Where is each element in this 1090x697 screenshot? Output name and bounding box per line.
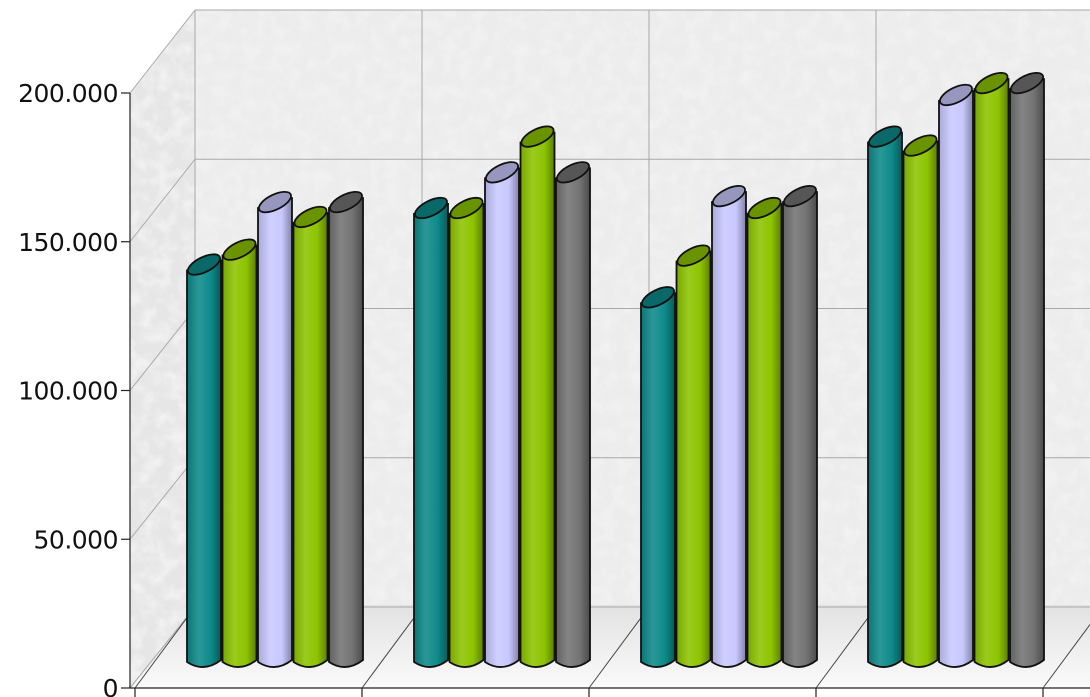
- bar-body-g1-s4: [292, 211, 329, 668]
- bars: [186, 71, 1045, 668]
- x-category-divider-2: [588, 606, 650, 689]
- bar-cap-g1-s2: [222, 238, 257, 261]
- bar-g4-s5: [1009, 71, 1045, 668]
- bar-body-g1-s3: [257, 197, 293, 668]
- axes: [121, 92, 1090, 697]
- bar-body-g1-s1: [186, 259, 222, 668]
- gridline-side-1: [129, 457, 196, 540]
- bar-g4-s4: [973, 71, 1010, 668]
- bar-body-g1-s2: [221, 244, 258, 668]
- bar-g1-s2: [221, 238, 258, 668]
- bar-body-g4-s5: [1009, 78, 1045, 668]
- bar-g3-s1: [640, 286, 676, 668]
- y-tick-label-3: 150.000: [18, 228, 118, 257]
- bar-g3-s4: [746, 196, 783, 668]
- bar-g2-s2: [448, 196, 485, 668]
- bar-body-g4-s3: [938, 89, 974, 668]
- bar-body-g2-s5: [555, 167, 591, 668]
- x-category-divider-1: [361, 606, 423, 689]
- bar-g1-s4: [292, 205, 329, 668]
- bar-cap-g1-s4: [293, 205, 328, 229]
- gridline-side-3: [129, 158, 196, 243]
- gridline-side-4: [129, 9, 196, 94]
- bar-cap-g2-s5: [556, 161, 590, 184]
- bar-g3-s5: [782, 185, 818, 668]
- bar-g1-s3: [257, 190, 293, 668]
- bar-cap-g4-s2: [903, 134, 938, 157]
- bar-body-g2-s3: [484, 167, 520, 668]
- bar-cap-g4-s5: [1010, 71, 1044, 95]
- bar-body-g3-s3: [711, 191, 747, 668]
- bar-body-g3-s2: [675, 250, 712, 668]
- bar-cap-g3-s2: [676, 244, 711, 267]
- y-axis-tick-labels: 0 50.000 100.000 150.000 200.000: [18, 79, 118, 697]
- bar-g2-s1: [413, 196, 449, 668]
- bar-cap-g3-s3: [712, 185, 746, 208]
- bar-body-g3-s5: [782, 191, 818, 668]
- bar-g3-s2: [675, 244, 712, 668]
- bar-body-g3-s4: [746, 203, 783, 668]
- bar-g2-s5: [555, 161, 591, 668]
- bar-g4-s2: [902, 134, 939, 668]
- bar-body-g4-s4: [973, 78, 1010, 668]
- x-category-divider-3: [815, 606, 877, 689]
- x-category-divider-4: [1042, 623, 1090, 689]
- y-tick-label-0: 0: [103, 674, 118, 697]
- bar-g4-s1: [867, 125, 903, 668]
- bar-cap-g2-s2: [449, 196, 484, 220]
- x-category-divider-0: [134, 606, 196, 689]
- bar-body-g2-s2: [448, 203, 485, 668]
- bar-cap-g1-s5: [329, 190, 363, 214]
- bar-cap-g3-s1: [641, 286, 675, 309]
- bar-body-g3-s1: [640, 292, 676, 668]
- bar-cap-g2-s3: [485, 161, 519, 184]
- bar-g2-s4: [519, 125, 556, 668]
- y-tick-label-2: 100.000: [18, 377, 118, 406]
- bar-body-g2-s1: [413, 203, 449, 668]
- gridline-side-2: [129, 308, 196, 391]
- bar-g4-s3: [938, 83, 974, 668]
- bar-cap-g3-s5: [783, 185, 817, 208]
- floor: [130, 605, 1090, 688]
- bar-body-g1-s5: [328, 197, 364, 668]
- bar-body-g4-s2: [902, 140, 939, 668]
- y-tick-label-4: 200.000: [18, 79, 118, 108]
- gridline-side-0: [129, 606, 196, 689]
- bar-cap-g4-s3: [939, 83, 973, 107]
- bar-cap-g3-s4: [747, 196, 782, 220]
- bar-cap-g4-s1: [868, 125, 902, 148]
- bar-g1-s1: [186, 253, 222, 668]
- bar-cap-g2-s4: [520, 125, 555, 148]
- bar-cap-g2-s1: [414, 196, 448, 220]
- bar-g3-s3: [711, 185, 747, 668]
- bar-cap-g1-s3: [258, 190, 292, 214]
- bar-g2-s3: [484, 161, 520, 668]
- bar-g1-s5: [328, 190, 364, 668]
- bar-body-g2-s4: [519, 131, 556, 668]
- bar-cap-g1-s1: [187, 253, 221, 276]
- y-tick-label-1: 50.000: [34, 525, 118, 554]
- bar-body-g4-s1: [867, 131, 903, 668]
- bar-cap-g4-s4: [974, 71, 1009, 95]
